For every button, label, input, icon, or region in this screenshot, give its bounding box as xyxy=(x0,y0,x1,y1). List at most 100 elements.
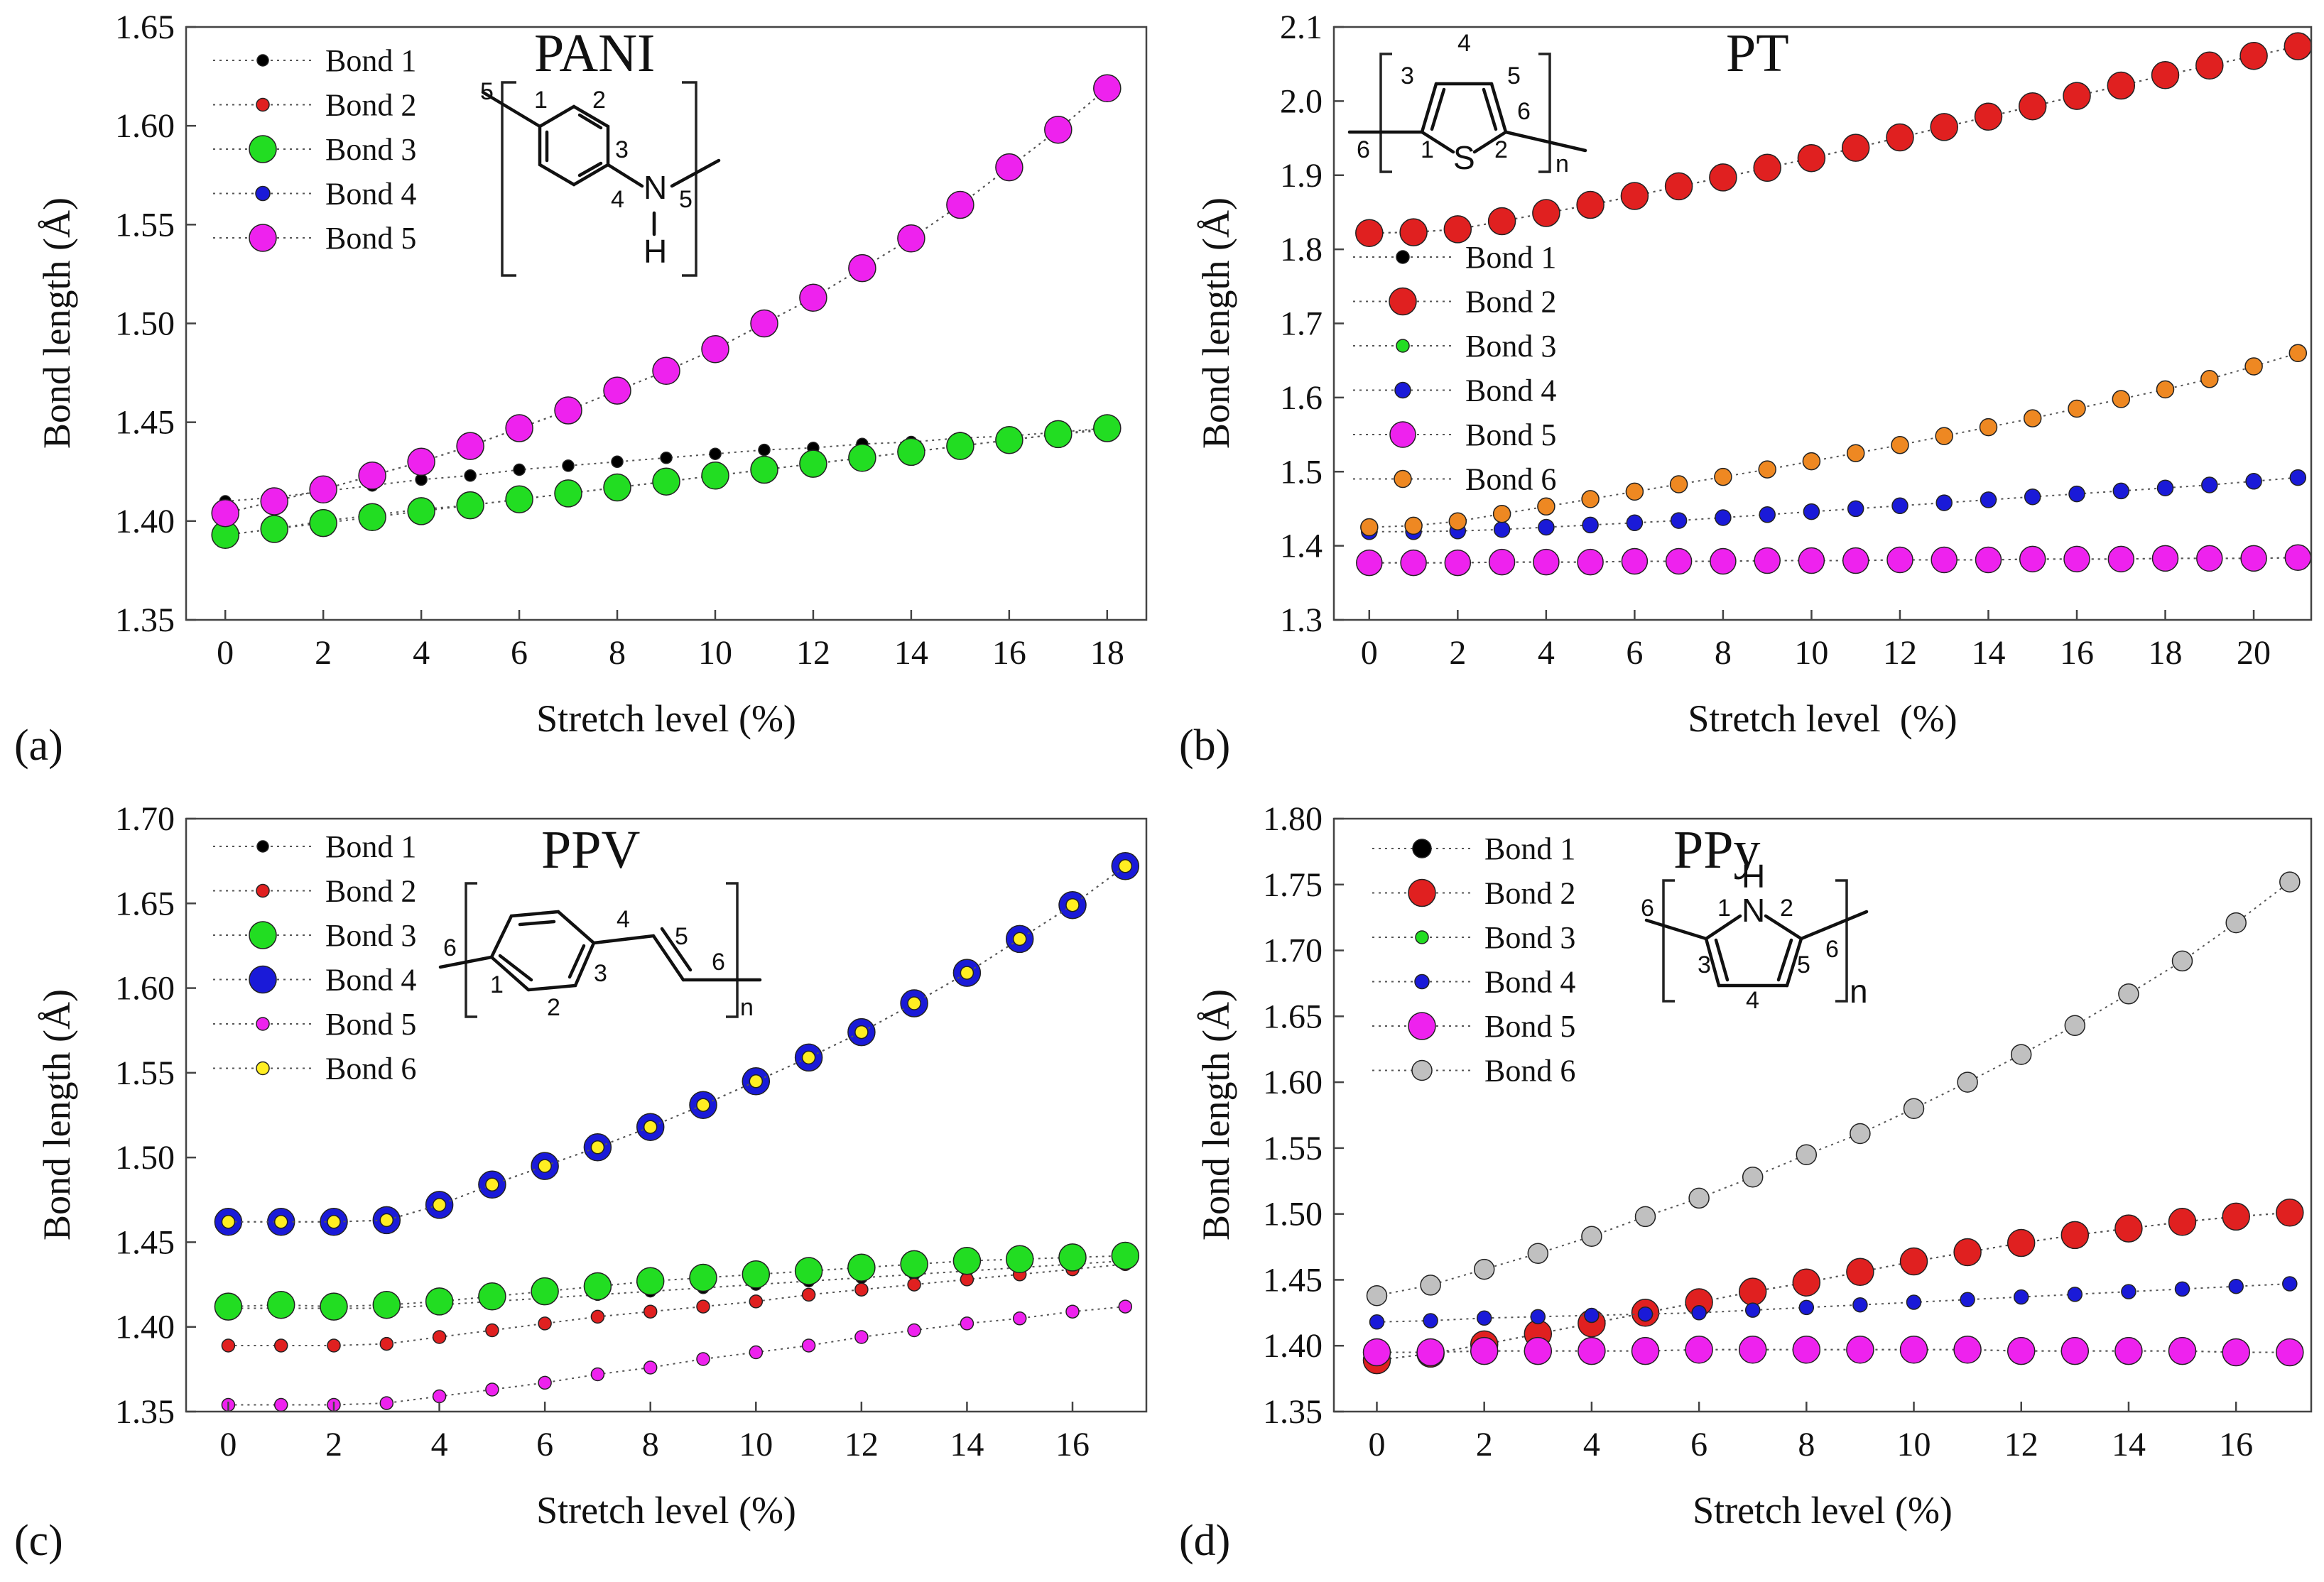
data-point xyxy=(2195,51,2224,80)
data-point xyxy=(1792,1336,1821,1364)
pt-ring-5 xyxy=(1472,130,1508,154)
data-point xyxy=(1754,547,1781,574)
data-point xyxy=(1634,1206,1656,1228)
data-point xyxy=(660,452,673,464)
data-point xyxy=(1935,494,1953,511)
series-line xyxy=(1377,1283,2290,1323)
data-point xyxy=(1448,512,1467,530)
data-point xyxy=(995,425,1023,454)
data-point xyxy=(1886,546,1913,574)
data-point xyxy=(1957,1071,1978,1093)
data-point xyxy=(1850,1123,1871,1145)
x-tick-label: 20 xyxy=(2237,634,2271,672)
legend-marker xyxy=(1389,421,1416,448)
ppy-h-atom: H xyxy=(1742,858,1765,895)
y-tick-label: 1.3 xyxy=(1280,601,1323,639)
data-point xyxy=(2121,1284,2136,1299)
data-point xyxy=(1792,1268,1821,1297)
data-point xyxy=(221,1215,236,1229)
legend-label: Bond 4 xyxy=(325,177,416,212)
data-point xyxy=(709,447,722,460)
y-tick-label: 1.80 xyxy=(1263,800,1323,838)
pt-n-subscript: n xyxy=(1555,151,1569,178)
data-point xyxy=(2196,545,2223,572)
legend-marker xyxy=(249,965,277,994)
y-tick-label: 1.50 xyxy=(115,305,175,343)
x-tick-label: 10 xyxy=(1897,1426,1931,1463)
panel-c-title: PPV xyxy=(541,820,641,880)
data-point xyxy=(538,1375,552,1390)
data-point xyxy=(1360,518,1379,537)
data-point xyxy=(854,1330,869,1344)
data-point xyxy=(1758,460,1776,479)
data-point xyxy=(1626,514,1644,532)
y-tick-label: 1.45 xyxy=(115,404,175,442)
ppv-bond-5b xyxy=(660,927,693,972)
pani-structure: N H 5 1 2 3 4 5 xyxy=(480,78,721,277)
panel-a-x-ticks: 0 2 4 6 8 10 12 14 16 18 xyxy=(217,610,1124,672)
panel-c-y-axis-label: Bond length (Å) xyxy=(36,989,78,1240)
data-point xyxy=(801,1338,816,1353)
data-point xyxy=(513,463,526,476)
data-point xyxy=(1366,1284,1388,1306)
data-point xyxy=(750,309,778,338)
data-point xyxy=(1443,215,1472,244)
data-point xyxy=(554,396,582,425)
data-point xyxy=(2151,545,2179,572)
series-bond-2 xyxy=(1362,1199,2304,1375)
ppy-ring-2 xyxy=(1764,914,1803,941)
x-tick-label: 16 xyxy=(2060,634,2094,672)
data-point xyxy=(2222,1202,2250,1231)
data-point xyxy=(1065,898,1080,912)
data-point xyxy=(407,447,435,476)
ppy-ring-5b xyxy=(1776,938,1793,982)
data-point xyxy=(1532,199,1560,227)
data-point xyxy=(1581,490,1600,508)
data-point xyxy=(2201,476,2218,493)
data-point xyxy=(960,1272,974,1287)
y-tick-label: 1.35 xyxy=(115,601,175,639)
x-tick-label: 16 xyxy=(1055,1426,1090,1463)
data-point xyxy=(749,1345,764,1360)
data-point xyxy=(1581,1226,1602,1247)
data-point xyxy=(2288,344,2308,363)
panel-c-y-ticks: 1.35 1.40 1.45 1.50 1.55 1.60 1.65 1.70 xyxy=(115,800,196,1431)
pani-bond-cn xyxy=(606,163,644,188)
data-point xyxy=(952,1246,982,1275)
legend-marker xyxy=(1415,930,1429,944)
panel-b-legend: Bond 1 Bond 2 Bond 3 Bond 4 Bond 5 Bond 6 xyxy=(1353,240,1556,497)
data-point xyxy=(1665,547,1693,575)
data-point xyxy=(2023,409,2042,427)
x-tick-label: 0 xyxy=(217,634,234,672)
legend-label: Bond 1 xyxy=(325,829,416,864)
panel-c-x-ticks: 0 2 4 6 8 10 12 14 16 xyxy=(219,1402,1090,1463)
data-point xyxy=(1847,500,1864,518)
pt-atom-label: 6 xyxy=(1517,98,1531,125)
data-point xyxy=(1404,516,1423,535)
series-bond-6 xyxy=(1366,871,2301,1306)
x-tick-label: 8 xyxy=(1715,634,1732,672)
data-point xyxy=(1065,1304,1080,1319)
pt-ring-3b xyxy=(1482,87,1498,131)
data-point xyxy=(897,437,925,467)
ppy-ring-5 xyxy=(1785,937,1803,988)
ppy-atom-label: 6 xyxy=(1641,895,1654,922)
data-point xyxy=(2289,469,2307,486)
data-point xyxy=(2200,370,2219,388)
data-point xyxy=(1362,1338,1391,1367)
y-tick-label: 1.40 xyxy=(115,503,175,540)
data-point xyxy=(273,1215,288,1229)
data-point xyxy=(2060,1221,2090,1250)
data-point xyxy=(456,432,484,460)
series-line xyxy=(228,1306,1126,1406)
series-bond-6 xyxy=(221,859,1133,1229)
panel-d-title: PPy xyxy=(1673,820,1761,880)
data-point xyxy=(1476,1310,1492,1326)
panel-b-letter: (b) xyxy=(1179,721,1230,770)
y-tick-label: 1.65 xyxy=(1263,998,1323,1035)
data-point xyxy=(1899,1247,1928,1276)
x-tick-label: 0 xyxy=(1361,634,1378,672)
data-point xyxy=(1044,115,1073,144)
data-point xyxy=(1852,1297,1868,1313)
data-point xyxy=(1620,182,1649,210)
